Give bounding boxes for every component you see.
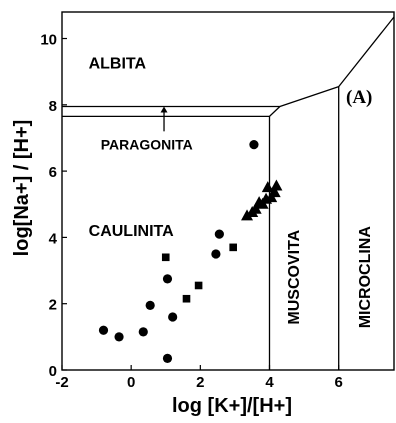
- data-point-triangle: [261, 181, 274, 193]
- data-point-triangle: [249, 202, 262, 214]
- data-point-triangle: [270, 179, 283, 191]
- arrow-head: [160, 106, 168, 113]
- x-tick-label: 4: [265, 374, 274, 391]
- data-point-circle: [214, 229, 224, 239]
- x-tick-label: 6: [334, 374, 342, 391]
- region-label-microclina: MICROCLINA: [357, 226, 374, 329]
- data-point-circle: [211, 249, 221, 259]
- data-point-square: [161, 253, 170, 262]
- x-tick-label: 0: [127, 374, 135, 391]
- region-label-paragonita: PARAGONITA: [101, 137, 193, 153]
- points-layer: [98, 139, 283, 363]
- data-point-square: [194, 281, 203, 290]
- x-tick-label: 2: [196, 374, 204, 391]
- region-label-caulinita: CAULINITA: [89, 223, 174, 240]
- data-point-circle: [162, 274, 173, 284]
- data-point-circle: [249, 139, 259, 150]
- plot-frame: [61, 11, 395, 371]
- boundary-albite-microcline: [338, 16, 395, 88]
- region-label-muscovita: MUSCOVITA: [286, 229, 303, 324]
- region-label-albita: ALBITA: [89, 55, 147, 72]
- x-tick-label: -2: [55, 374, 68, 391]
- data-point-circle: [145, 300, 155, 310]
- y-tick-label: 10: [40, 32, 57, 49]
- y-tick-label: 6: [49, 164, 57, 181]
- y-tick-label: 2: [49, 297, 57, 314]
- data-point-circle: [114, 332, 124, 342]
- panel-label: (A): [346, 87, 372, 108]
- y-tick-label: 8: [49, 98, 57, 115]
- x-axis-label: log [K+]/[H+]: [172, 395, 292, 417]
- data-point-square: [229, 243, 237, 252]
- boundaries-layer: [62, 16, 395, 370]
- data-point-triangle: [268, 186, 281, 198]
- regions-layer: ALBITA PARAGONITA CAULINITA MUSCOVITA MICROC…: [89, 55, 374, 328]
- data-point-circle: [162, 353, 173, 363]
- data-point-triangle: [241, 209, 254, 221]
- data-point-circle: [98, 325, 109, 335]
- y-tick-label: 0: [49, 363, 57, 380]
- data-point-circle: [138, 327, 148, 337]
- boundary-albite-muscovite: [279, 85, 339, 108]
- arrow-layer: [160, 106, 168, 132]
- y-tick-label: 4: [49, 230, 58, 247]
- boundary-paragonita-lower: [62, 106, 281, 118]
- data-point-square: [182, 294, 191, 303]
- data-point-circle: [168, 312, 178, 322]
- y-axis-label: log[Na+] / [H+]: [11, 120, 33, 257]
